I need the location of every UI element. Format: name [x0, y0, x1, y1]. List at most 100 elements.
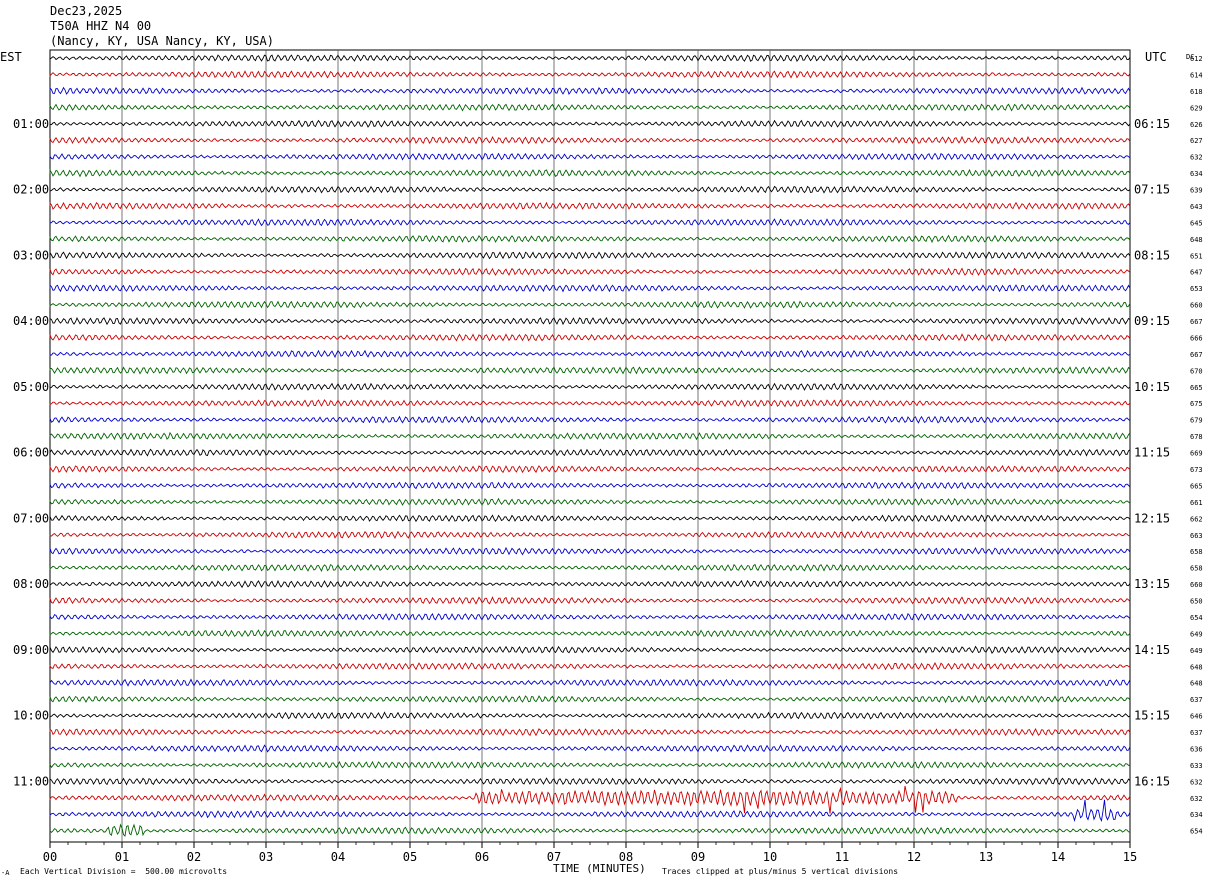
trace-line [49, 300, 1131, 309]
utc-hour-label: 11:15 [1134, 446, 1170, 460]
dc-offset-label: 650 [1190, 598, 1203, 606]
utc-hour-label: 13:15 [1134, 577, 1170, 591]
trace-line [49, 316, 1131, 326]
trace-line [49, 613, 1131, 621]
dc-offset-label: 627 [1190, 137, 1203, 145]
x-tick-label: 00 [43, 850, 57, 864]
dc-offset-label: 648 [1190, 680, 1203, 688]
dc-offset-label: 637 [1190, 729, 1203, 737]
est-hour-label: 06:00 [13, 446, 49, 460]
dc-offset-label: 629 [1190, 104, 1203, 112]
dc-offset-label: 648 [1190, 236, 1203, 244]
dc-offset-label: 632 [1190, 154, 1203, 162]
trace-line [49, 234, 1131, 244]
trace-line [49, 86, 1131, 95]
utc-hour-label: 15:15 [1134, 709, 1170, 723]
trace-line [49, 448, 1131, 457]
dc-offset-label: 612 [1190, 55, 1203, 63]
dc-offset-label: 646 [1190, 713, 1203, 721]
trace-line [49, 645, 1131, 654]
dc-offset-label: 678 [1190, 433, 1203, 441]
dc-offset-label: 667 [1190, 318, 1203, 326]
x-tick-label: 06 [475, 850, 489, 864]
est-hour-label: 01:00 [13, 117, 49, 131]
dc-offset-label: 637 [1190, 696, 1203, 704]
dc-offset-label: 653 [1190, 285, 1203, 293]
trace-line [49, 727, 1131, 737]
dc-offset-label: 675 [1190, 400, 1203, 408]
dc-offset-label: 614 [1190, 71, 1203, 79]
trace-line [49, 103, 1131, 112]
x-tick-label: 02 [187, 850, 201, 864]
trace-line [49, 514, 1131, 523]
x-axis-title: TIME (MINUTES) [553, 862, 646, 875]
trace-line [49, 349, 1131, 359]
dc-offset-label: 648 [1190, 663, 1203, 671]
trace-line [49, 546, 1131, 556]
trace-line [49, 661, 1131, 671]
trace-line [49, 497, 1131, 506]
dc-offset-label: 654 [1190, 614, 1203, 622]
dc-offset-label: 663 [1190, 532, 1203, 540]
est-hour-label: 10:00 [13, 709, 49, 723]
trace-line [49, 481, 1131, 490]
est-hour-label: 07:00 [13, 511, 49, 525]
utc-hour-label: 07:15 [1134, 183, 1170, 197]
trace-line [49, 823, 1131, 837]
station-location: (Nancy, KY, USA Nancy, KY, USA) [50, 34, 274, 48]
dc-offset-label: 662 [1190, 515, 1203, 523]
trace-line [49, 579, 1131, 589]
x-tick-label: 15 [1123, 850, 1137, 864]
x-tick-label: 10 [763, 850, 777, 864]
dc-offset-label: 667 [1190, 351, 1203, 359]
trace-line [49, 267, 1131, 276]
trace-line [49, 70, 1131, 79]
dc-offset-label: 670 [1190, 367, 1203, 375]
trace-line [49, 54, 1131, 62]
x-tick-label: 04 [331, 850, 345, 864]
dc-offset-label: 643 [1190, 203, 1203, 211]
est-hour-label: 05:00 [13, 380, 49, 394]
dc-offset-label: 658 [1190, 548, 1203, 556]
dc-offset-label: 633 [1190, 762, 1203, 770]
x-tick-label: 12 [907, 850, 921, 864]
trace-line [49, 785, 1131, 814]
dc-offset-label: 639 [1190, 187, 1203, 195]
x-tick-label: 01 [115, 850, 129, 864]
x-tick-label: 09 [691, 850, 705, 864]
x-tick-label: 07 [547, 850, 561, 864]
trace-line [49, 777, 1131, 786]
dc-offset-label: 665 [1190, 482, 1203, 490]
trace-line [49, 251, 1131, 260]
clip-note: Traces clipped at plus/minus 5 vertical … [662, 867, 899, 876]
trace-line [49, 760, 1131, 770]
dc-offset-label: 645 [1190, 219, 1203, 227]
dc-offset-label: 669 [1190, 450, 1203, 458]
record-date: Dec23,2025 [50, 4, 123, 18]
utc-hour-label: 08:15 [1134, 248, 1170, 262]
dc-offset-header: DC [1186, 53, 1195, 61]
trace-line [49, 596, 1131, 605]
dc-offset-label: 651 [1190, 252, 1203, 260]
trace-line [49, 530, 1130, 540]
trace-line [49, 218, 1131, 227]
est-hour-label: 11:00 [13, 774, 49, 788]
utc-timezone-label: UTC [1145, 50, 1167, 64]
trace-line [49, 711, 1131, 720]
trace-line [49, 744, 1131, 753]
dc-offset-label: 636 [1190, 745, 1203, 753]
x-tick-label: 05 [403, 850, 417, 864]
trace-line [49, 694, 1131, 704]
utc-hour-label: 12:15 [1134, 511, 1170, 525]
dc-offset-label: 649 [1190, 630, 1203, 638]
est-hour-label: 09:00 [13, 643, 49, 657]
est-hour-label: 03:00 [13, 248, 49, 262]
dc-offset-label: 660 [1190, 581, 1203, 589]
utc-hour-label: 10:15 [1134, 380, 1170, 394]
footer-mark: -A [1, 869, 10, 877]
dc-offset-label: 660 [1190, 302, 1203, 310]
utc-hour-label: 14:15 [1134, 643, 1170, 657]
trace-line [49, 366, 1131, 375]
trace-line [49, 464, 1131, 474]
